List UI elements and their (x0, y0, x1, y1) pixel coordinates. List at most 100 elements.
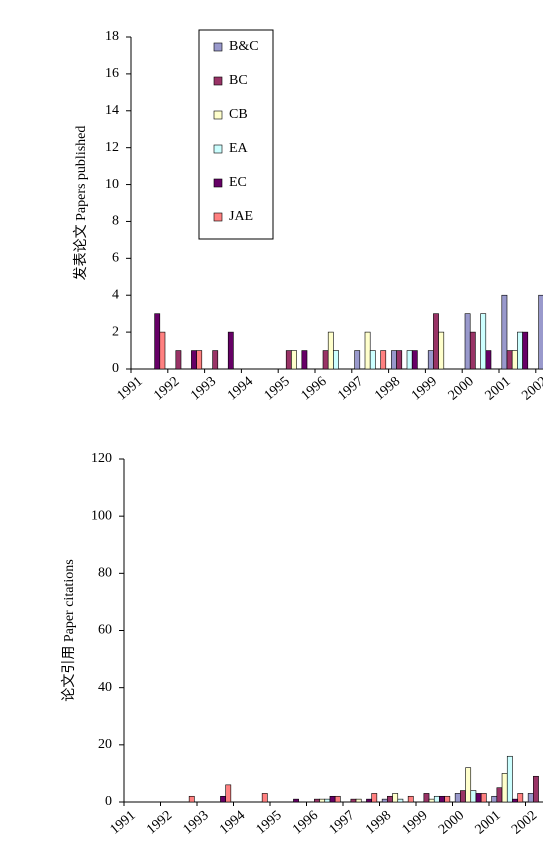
y-tick-label: 60 (98, 623, 112, 638)
legend-label: EA (229, 141, 249, 156)
bar (433, 313, 439, 370)
x-tick-label: 1991 (115, 374, 146, 403)
legend-swatch (213, 178, 223, 188)
bar (406, 350, 413, 370)
bar (324, 798, 331, 803)
x-tick-label: 1992 (151, 374, 182, 403)
y-tick-label: 0 (105, 794, 112, 809)
x-tick-label: 2001 (483, 374, 514, 403)
bar (380, 350, 387, 370)
bar (188, 795, 195, 803)
bar (369, 350, 376, 370)
legend-label: BC (229, 73, 248, 88)
y-axis-label: 论文引用 Paper citations (61, 559, 77, 701)
y-tick-label: 12 (105, 140, 119, 155)
x-tick-label: 2000 (436, 808, 467, 837)
legend-label: B&C (229, 39, 259, 54)
legend-swatch (213, 144, 223, 154)
x-tick-label: 1999 (409, 374, 440, 403)
bar (407, 795, 414, 803)
bar (423, 793, 430, 803)
y-tick-label: 80 (98, 566, 112, 581)
legend-label: CB (229, 107, 248, 122)
bar (517, 793, 524, 803)
bar (480, 793, 487, 803)
bar (334, 795, 341, 803)
bar (439, 795, 445, 803)
bar (159, 331, 166, 370)
bar (506, 350, 513, 370)
bar (475, 793, 482, 803)
bar (285, 350, 292, 370)
bar (512, 798, 518, 803)
bar (501, 773, 508, 803)
legend-swatch (213, 212, 223, 222)
x-tick-label: 1994 (225, 374, 256, 403)
bar (465, 767, 472, 803)
bar (329, 795, 336, 803)
x-tick-label: 1994 (217, 808, 248, 837)
bar (261, 793, 268, 803)
bar (366, 798, 372, 803)
x-tick-label: 2000 (446, 374, 477, 403)
legend-swatch (213, 110, 223, 120)
legend-swatch (213, 76, 223, 86)
y-tick-label: 10 (105, 177, 119, 192)
x-tick-label: 1993 (188, 374, 219, 403)
bar (212, 350, 219, 370)
y-axis-label: 发表论文 Papers published (73, 126, 89, 281)
bar (501, 294, 508, 370)
bar (522, 331, 529, 370)
y-tick-label: 4 (112, 287, 119, 302)
y-tick-label: 14 (105, 103, 119, 118)
bar (470, 790, 477, 803)
bar (411, 350, 418, 370)
bar (364, 331, 371, 370)
bar (427, 350, 434, 370)
y-tick-label: 16 (105, 66, 119, 81)
bar (319, 798, 326, 803)
legend-label: EC (229, 175, 247, 190)
x-tick-label: 1997 (327, 808, 358, 837)
bar (154, 313, 161, 370)
bar (506, 755, 513, 803)
bar (327, 331, 334, 370)
bar (220, 795, 226, 803)
bar (371, 793, 378, 803)
bar (460, 790, 466, 803)
bar (381, 798, 388, 803)
bar (469, 331, 476, 370)
x-tick-label: 1995 (262, 374, 293, 403)
bar (387, 795, 393, 803)
bar (227, 331, 234, 370)
bar (350, 798, 357, 803)
x-tick-label: 1996 (290, 808, 321, 837)
y-tick-label: 18 (105, 29, 119, 44)
y-tick-label: 120 (91, 451, 112, 466)
x-tick-label: 1997 (335, 374, 366, 403)
bar (322, 350, 329, 370)
bar (428, 798, 435, 803)
y-tick-label: 2 (112, 324, 119, 339)
x-tick-label: 1993 (181, 808, 212, 837)
x-tick-label: 1995 (254, 808, 285, 837)
bar (433, 795, 440, 803)
bar (396, 350, 403, 370)
x-tick-label: 1992 (144, 808, 175, 837)
x-tick-label: 1999 (400, 808, 431, 837)
bar (491, 795, 498, 803)
bar (444, 795, 451, 803)
bar (438, 331, 445, 370)
bar (511, 350, 518, 370)
bar (391, 350, 397, 370)
bar (533, 775, 539, 803)
bar (397, 798, 404, 803)
x-tick-label: 2002 (509, 808, 540, 837)
bar (454, 793, 461, 803)
bar (225, 784, 232, 803)
bar (175, 350, 182, 370)
bar (196, 350, 203, 370)
bar (291, 350, 297, 370)
bar (301, 350, 308, 370)
